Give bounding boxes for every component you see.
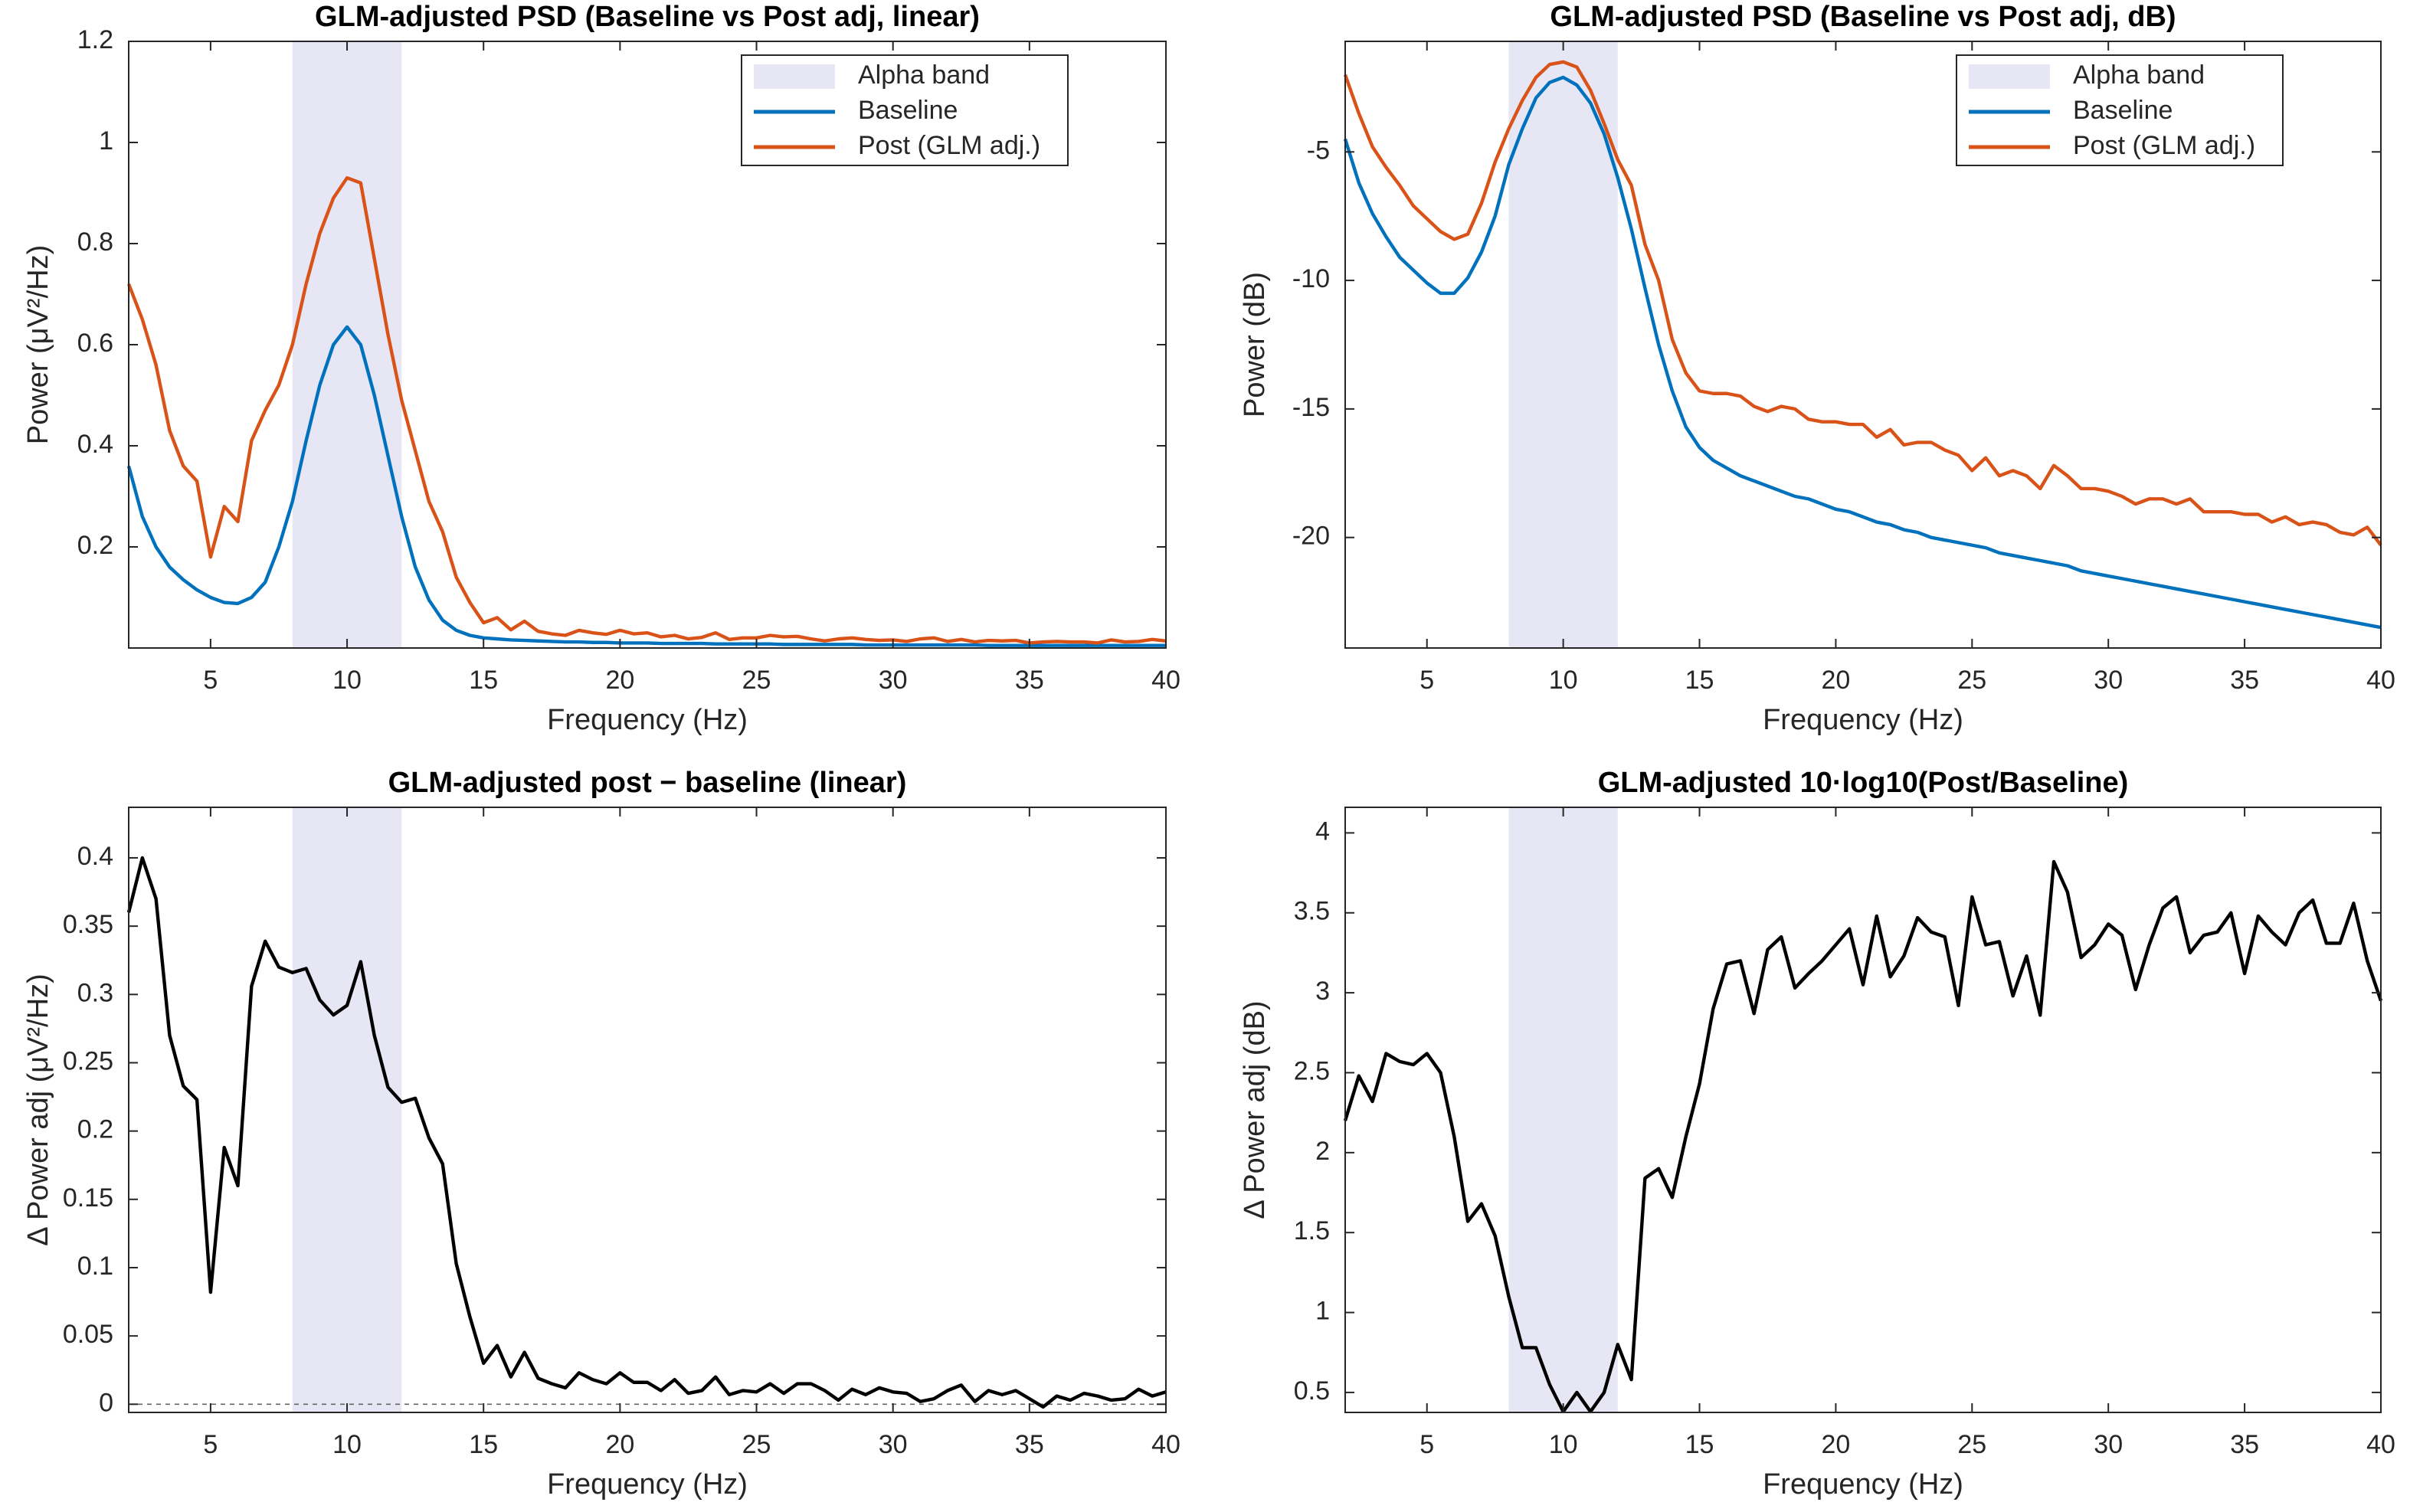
alpha-band: [1508, 807, 1618, 1412]
y-tick-label: 0.05: [63, 1320, 113, 1349]
legend-label: Baseline: [2073, 96, 2173, 125]
x-tick-label: 10: [332, 666, 362, 695]
legend-label: Alpha band: [858, 61, 990, 90]
legend-swatch: [754, 64, 835, 89]
x-axis-label: Frequency (Hz): [1763, 704, 1963, 736]
x-axis-label: Frequency (Hz): [547, 1468, 748, 1501]
y-tick-label: 0.2: [77, 531, 113, 560]
y-tick-label: 0.4: [77, 842, 113, 871]
y-tick-label: 2: [1315, 1137, 1330, 1166]
x-tick-label: 15: [469, 1430, 498, 1459]
y-tick-label: 3: [1315, 977, 1330, 1006]
x-tick-label: 40: [1151, 1430, 1180, 1459]
y-axis-label: Δ Power adj (μV²/Hz): [22, 974, 54, 1246]
x-tick-label: 15: [469, 666, 498, 695]
axes-frame: [1344, 807, 2382, 1413]
y-tick-label: 0.4: [77, 430, 113, 459]
y-tick-label: 0.3: [77, 978, 113, 1007]
x-tick-label: 20: [605, 1430, 634, 1459]
y-tick-label: 0.2: [77, 1115, 113, 1144]
x-tick-label: 35: [1015, 1430, 1044, 1459]
y-tick-label: 0.25: [63, 1046, 113, 1075]
x-tick-label: 40: [2366, 666, 2395, 695]
y-tick-label: 3.5: [1294, 897, 1330, 926]
y-tick-label: 1: [99, 126, 113, 155]
x-tick-label: 15: [1685, 1430, 1714, 1459]
x-tick-label: 30: [879, 666, 908, 695]
x-tick-label: 40: [1151, 666, 1180, 695]
series-line: [126, 856, 1167, 1409]
y-tick-label: 1: [1315, 1297, 1330, 1326]
x-tick-label: 30: [879, 1430, 908, 1459]
x-tick-label: 20: [1822, 666, 1851, 695]
x-tick-label: 20: [605, 666, 634, 695]
x-tick-label: 10: [1549, 1430, 1578, 1459]
y-axis-label: Power (dB): [1239, 272, 1271, 417]
x-tick-label: 35: [2230, 1430, 2259, 1459]
chart-title: GLM-adjusted post − baseline (linear): [388, 767, 907, 799]
x-tick-label: 30: [2094, 1430, 2123, 1459]
y-tick-label: 0: [99, 1388, 113, 1417]
x-tick-label: 5: [1419, 1430, 1434, 1459]
chart-title: GLM-adjusted PSD (Baseline vs Post adj, …: [315, 1, 980, 33]
x-tick-label: 25: [742, 666, 771, 695]
x-tick-label: 30: [2094, 666, 2123, 695]
x-tick-label: 15: [1685, 666, 1714, 695]
x-tick-label: 40: [2366, 1430, 2395, 1459]
x-axis-label: Frequency (Hz): [1763, 1468, 1963, 1501]
x-tick-label: 10: [1549, 666, 1578, 695]
y-tick-label: 1.2: [77, 25, 113, 54]
x-tick-label: 5: [203, 1430, 218, 1459]
x-tick-label: 25: [742, 1430, 771, 1459]
legend-label: Post (GLM adj.): [2073, 131, 2255, 160]
series-line: [126, 176, 1167, 645]
x-tick-label: 10: [332, 1430, 362, 1459]
y-axis-label: Power (μV²/Hz): [22, 245, 54, 444]
x-tick-label: 25: [1957, 666, 1986, 695]
chart-title: GLM-adjusted PSD (Baseline vs Post adj, …: [1550, 1, 2176, 33]
y-tick-label: 1.5: [1294, 1216, 1330, 1245]
legend-label: Post (GLM adj.): [858, 131, 1040, 160]
y-tick-label: 0.1: [77, 1252, 113, 1281]
alpha-band: [292, 807, 402, 1412]
x-tick-label: 35: [2230, 666, 2259, 695]
legend-label: Baseline: [858, 96, 958, 125]
y-tick-label: 0.5: [1294, 1376, 1330, 1406]
x-tick-label: 5: [203, 666, 218, 695]
axes-frame: [128, 807, 1167, 1413]
legend-swatch: [1969, 64, 2050, 89]
x-tick-label: 20: [1822, 1430, 1851, 1459]
y-tick-label: 2.5: [1294, 1056, 1330, 1085]
y-tick-label: -10: [1292, 264, 1330, 293]
axes-frame: [1344, 41, 2382, 649]
series-line: [126, 325, 1166, 647]
x-tick-label: 5: [1419, 666, 1434, 695]
y-tick-label: 0.6: [77, 329, 113, 358]
y-axis-label: Δ Power adj (dB): [1239, 1000, 1271, 1219]
y-tick-label: 4: [1315, 817, 1330, 846]
chart-title: GLM-adjusted 10·log10(Post/Baseline): [1598, 767, 2129, 799]
y-tick-label: -5: [1307, 136, 1330, 165]
x-tick-label: 25: [1957, 1430, 1986, 1459]
legend-label: Alpha band: [2073, 61, 2205, 90]
alpha-band: [292, 41, 402, 648]
y-tick-label: 0.8: [77, 227, 113, 257]
series-line: [1343, 60, 2382, 547]
plot-background: [1345, 807, 2381, 1412]
plot-background: [129, 807, 1166, 1412]
x-axis-label: Frequency (Hz): [547, 704, 748, 736]
y-tick-label: -15: [1292, 393, 1330, 422]
y-tick-label: 0.35: [63, 910, 113, 939]
series-line: [1343, 75, 2382, 630]
y-tick-label: 0.15: [63, 1183, 113, 1213]
x-tick-label: 35: [1015, 666, 1044, 695]
y-tick-label: -20: [1292, 522, 1330, 551]
alpha-band: [1508, 41, 1618, 648]
series-line: [1343, 859, 2383, 1414]
